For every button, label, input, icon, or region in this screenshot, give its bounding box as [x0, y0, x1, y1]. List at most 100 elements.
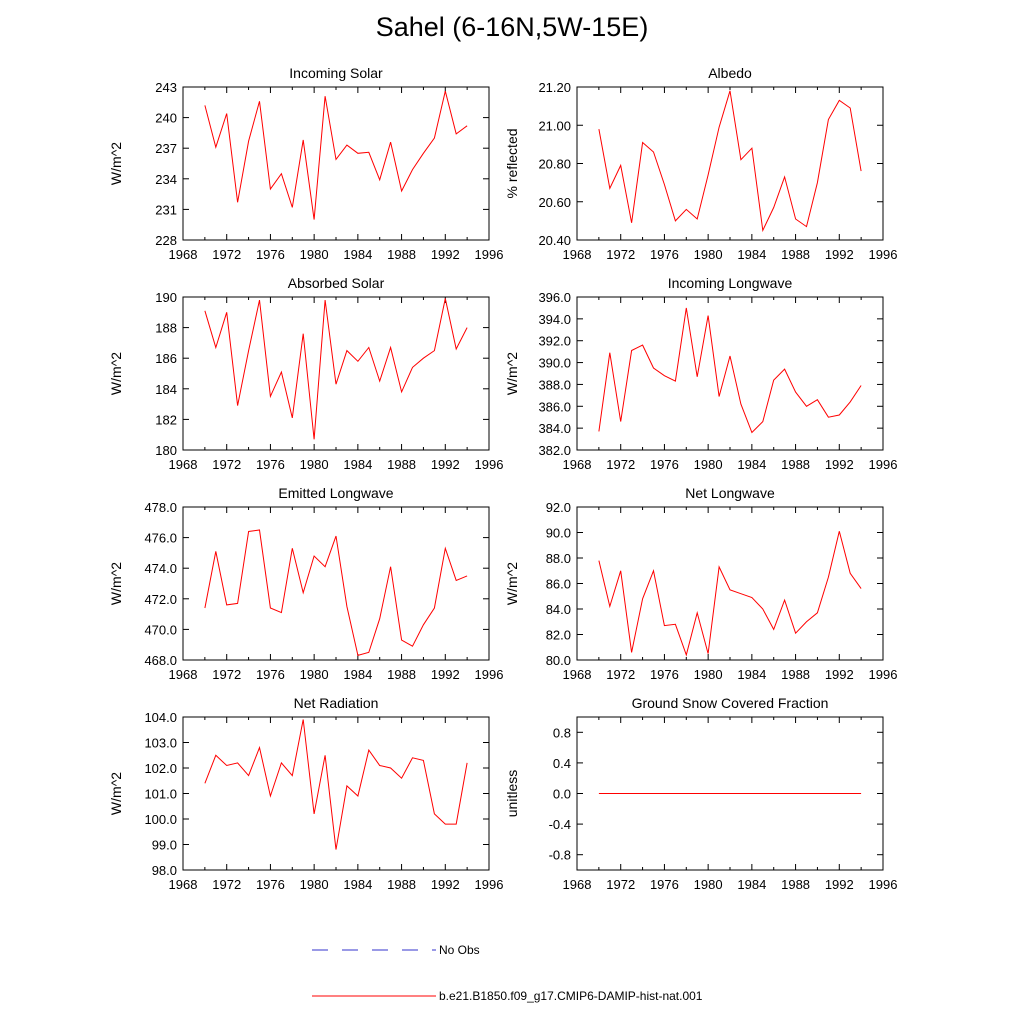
x-tick-label: 1992 — [825, 877, 854, 892]
y-tick-label: 396.0 — [538, 290, 571, 305]
x-tick-label: 1972 — [606, 457, 635, 472]
y-axis-label: % reflected — [504, 128, 520, 198]
y-axis-label: W/m^2 — [108, 142, 124, 185]
x-tick-label: 1988 — [387, 667, 416, 682]
y-tick-label: 478.0 — [144, 500, 177, 515]
panel-title: Incoming Longwave — [668, 275, 793, 291]
x-tick-label: 1992 — [825, 457, 854, 472]
x-tick-label: 1984 — [343, 457, 372, 472]
x-tick-label: 1968 — [563, 877, 592, 892]
y-tick-label: 234 — [155, 172, 177, 187]
x-tick-label: 1972 — [212, 877, 241, 892]
y-axis-label: W/m^2 — [504, 352, 520, 395]
y-tick-label: 470.0 — [144, 622, 177, 637]
y-tick-label: 0.4 — [553, 756, 571, 771]
panel-title: Net Longwave — [685, 485, 775, 501]
y-tick-label: 240 — [155, 111, 177, 126]
y-tick-label: 182 — [155, 412, 177, 427]
x-tick-label: 1968 — [563, 667, 592, 682]
x-tick-label: 1976 — [256, 667, 285, 682]
y-tick-label: 90.0 — [546, 526, 571, 541]
y-tick-label: 186 — [155, 351, 177, 366]
panel-title: Incoming Solar — [289, 65, 383, 81]
x-tick-label: 1996 — [475, 457, 504, 472]
legend-model-label: b.e21.B1850.f09_g17.CMIP6-DAMIP-hist-nat… — [439, 989, 703, 1003]
y-tick-label: 103.0 — [144, 736, 177, 751]
x-tick-label: 1968 — [169, 247, 198, 262]
y-tick-label: 231 — [155, 202, 177, 217]
y-tick-label: 20.80 — [538, 157, 571, 172]
y-tick-label: -0.8 — [549, 848, 571, 863]
panel-title: Absorbed Solar — [288, 275, 385, 291]
x-tick-label: 1992 — [431, 457, 460, 472]
x-tick-label: 1984 — [737, 667, 766, 682]
y-tick-label: 468.0 — [144, 653, 177, 668]
x-tick-label: 1972 — [212, 247, 241, 262]
y-tick-label: 104.0 — [144, 710, 177, 725]
x-tick-label: 1984 — [737, 457, 766, 472]
plot-frame — [576, 86, 884, 241]
y-tick-label: 184 — [155, 382, 177, 397]
x-tick-label: 1976 — [256, 247, 285, 262]
y-tick-label: 474.0 — [144, 561, 177, 576]
panel-title: Emitted Longwave — [278, 485, 393, 501]
x-tick-label: 1988 — [387, 877, 416, 892]
x-tick-label: 1984 — [343, 247, 372, 262]
x-tick-label: 1996 — [869, 877, 898, 892]
x-tick-label: 1988 — [781, 457, 810, 472]
page-title: Sahel (6-16N,5W-15E) — [375, 12, 649, 42]
x-tick-label: 1972 — [606, 667, 635, 682]
chart-panel: 1968 1972 1976 1980 1984 1988 1992 1996 98.0 99.0… — [108, 695, 503, 892]
x-tick-label: 1976 — [256, 457, 285, 472]
y-tick-label: 80.0 — [546, 653, 571, 668]
plot-frame — [182, 506, 490, 661]
x-tick-label: 1976 — [650, 877, 679, 892]
x-tick-label: 1980 — [694, 877, 723, 892]
y-tick-label: 180 — [155, 443, 177, 458]
y-tick-label: 84.0 — [546, 602, 571, 617]
y-tick-label: 100.0 — [144, 812, 177, 827]
chart-panel: 1968 1972 1976 1980 1984 1988 1992 1996 180 182 18… — [108, 275, 503, 472]
y-tick-label: 0.8 — [553, 725, 571, 740]
x-tick-label: 1972 — [606, 247, 635, 262]
y-tick-label: 21.00 — [538, 118, 571, 133]
y-tick-label: 382.0 — [538, 443, 571, 458]
y-axis-label: W/m^2 — [504, 562, 520, 605]
y-tick-label: 86.0 — [546, 577, 571, 592]
legend-obs-label: No Obs — [439, 943, 480, 957]
y-tick-label: 20.40 — [538, 233, 571, 248]
plot-frame — [576, 296, 884, 451]
y-tick-label: 476.0 — [144, 531, 177, 546]
series-line — [598, 307, 862, 434]
x-tick-label: 1988 — [387, 457, 416, 472]
chart-panel: 1968 1972 1976 1980 1984 1988 1992 1996 228 231 23… — [108, 65, 503, 262]
x-tick-label: 1996 — [869, 247, 898, 262]
x-tick-label: 1980 — [300, 877, 329, 892]
x-tick-label: 1992 — [431, 877, 460, 892]
x-tick-label: 1980 — [300, 457, 329, 472]
y-tick-label: 384.0 — [538, 421, 571, 436]
y-tick-label: 82.0 — [546, 628, 571, 643]
x-tick-label: 1976 — [256, 877, 285, 892]
x-tick-label: 1972 — [212, 667, 241, 682]
chart-panel: 1968 1972 1976 1980 1984 1988 1992 1996 20.40 20.… — [504, 65, 897, 262]
x-tick-label: 1980 — [694, 457, 723, 472]
x-tick-label: 1996 — [869, 457, 898, 472]
x-tick-label: 1992 — [825, 247, 854, 262]
y-tick-label: 237 — [155, 141, 177, 156]
panel-title: Net Radiation — [294, 695, 379, 711]
x-tick-label: 1984 — [343, 667, 372, 682]
x-tick-label: 1972 — [212, 457, 241, 472]
y-tick-label: 243 — [155, 80, 177, 95]
y-tick-label: 0.0 — [553, 787, 571, 802]
y-tick-label: 99.0 — [152, 838, 177, 853]
chart-panel: 1968 1972 1976 1980 1984 1988 1992 1996 468.0 470… — [108, 485, 503, 682]
chart-panel: 1968 1972 1976 1980 1984 1988 1992 1996 80.0 82.0… — [504, 485, 897, 682]
y-tick-label: 88.0 — [546, 551, 571, 566]
y-tick-label: 472.0 — [144, 592, 177, 607]
x-tick-label: 1984 — [343, 877, 372, 892]
y-tick-label: -0.4 — [549, 817, 571, 832]
x-tick-label: 1976 — [650, 667, 679, 682]
x-tick-label: 1980 — [694, 667, 723, 682]
y-tick-label: 388.0 — [538, 377, 571, 392]
